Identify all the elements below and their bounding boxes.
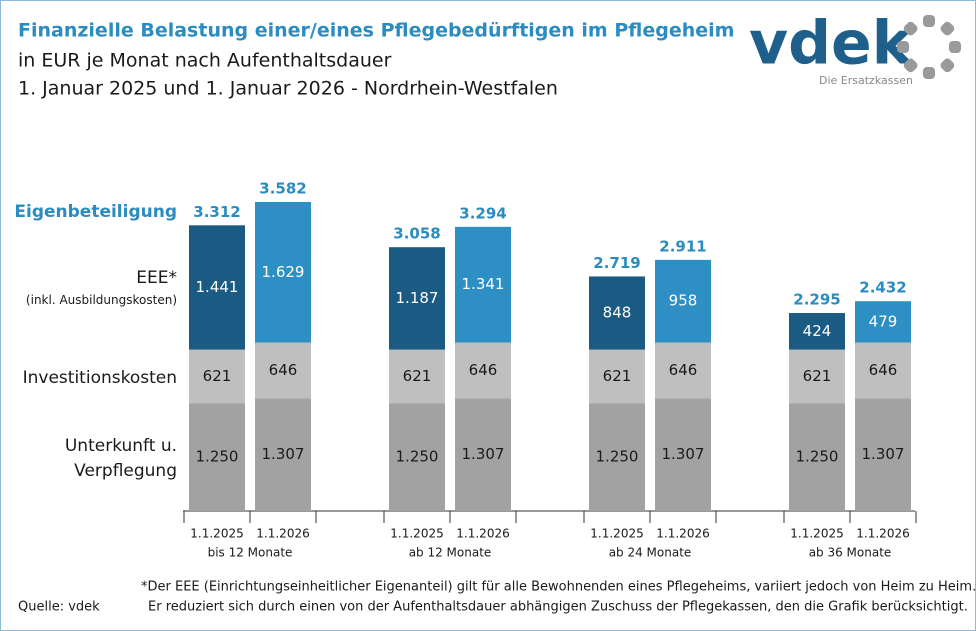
value-label: 1.341: [462, 275, 505, 293]
value-label: 424: [803, 322, 832, 340]
ring-dot: [940, 21, 955, 36]
value-label: 646: [469, 361, 498, 379]
group-label: ab 12 Monate: [409, 546, 492, 560]
total-label: 3.294: [459, 204, 506, 222]
ring-dot: [923, 15, 935, 27]
x-tick-label: 1.1.2026: [856, 527, 909, 541]
value-label: 848: [603, 304, 632, 322]
total-label: 3.058: [393, 225, 440, 243]
bar-segment: [389, 403, 445, 511]
bar-segment: [789, 403, 845, 511]
value-label: 621: [203, 367, 232, 385]
ring-dot: [897, 41, 909, 53]
bar-segment: [855, 301, 911, 343]
value-label: 646: [269, 361, 298, 379]
bar-segment: [655, 259, 711, 343]
bar-segment: [255, 342, 311, 399]
logo-tagline: Die Ersatzkassen: [819, 74, 913, 87]
subtitle: 1. Januar 2025 und 1. Januar 2026 - Nord…: [18, 78, 558, 100]
value-label: 1.307: [862, 445, 905, 463]
bar-segment: [255, 202, 311, 343]
total-label: 2.911: [659, 237, 706, 255]
x-tick-label: 1.1.2026: [256, 527, 309, 541]
title: Finanzielle Belastung einer/eines Pflege…: [18, 20, 734, 42]
value-label: 1.250: [396, 448, 439, 466]
ring-dot: [923, 67, 935, 79]
value-label: 958: [669, 292, 698, 310]
value-label: 1.307: [662, 445, 705, 463]
legend-note: (inkl. Ausbildungskosten): [25, 293, 177, 307]
bar-segment: [389, 349, 445, 404]
bar-segment: [789, 349, 845, 404]
x-tick-label: 1.1.2025: [790, 527, 843, 541]
x-tick-label: 1.1.2025: [190, 527, 243, 541]
bar-segment: [189, 349, 245, 404]
bar-segment: [255, 398, 311, 511]
footnote: *Der EEE (Einrichtungseinheitlicher Eige…: [141, 580, 975, 595]
bar-segment: [589, 349, 645, 404]
legend-label: Investitionskosten: [22, 368, 177, 388]
bar-segment: [855, 342, 911, 399]
value-label: 621: [803, 367, 832, 385]
value-label: 646: [669, 361, 698, 379]
x-tick-label: 1.1.2026: [656, 527, 709, 541]
x-tick-label: 1.1.2026: [456, 527, 509, 541]
value-label: 1.250: [196, 448, 239, 466]
bar-segment: [455, 226, 511, 343]
subtitle: in EUR je Monat nach Aufenthaltsdauer: [18, 50, 392, 72]
bar-segment: [589, 403, 645, 511]
value-label: 646: [869, 361, 898, 379]
legend-label: Unterkunft u. Verpflegung: [64, 436, 177, 481]
bar-segment: [655, 342, 711, 399]
ring-dot: [940, 58, 955, 73]
value-label: 621: [603, 367, 632, 385]
bar-segment: [589, 276, 645, 350]
bar-segment: [455, 398, 511, 511]
totals-label: Eigenbeteiligung: [14, 202, 177, 222]
ring-dot: [949, 41, 961, 53]
legend-label: EEE*: [136, 268, 177, 288]
bar-segment: [855, 398, 911, 511]
bar-segment: [655, 398, 711, 511]
bar-segment: [455, 342, 511, 399]
bar-segment: [389, 247, 445, 350]
value-label: 1.307: [462, 445, 505, 463]
ring-dot: [903, 21, 918, 36]
group-label: ab 24 Monate: [609, 546, 692, 560]
total-label: 3.312: [193, 203, 240, 221]
x-tick-label: 1.1.2025: [390, 527, 443, 541]
value-label: 1.250: [596, 448, 639, 466]
value-label: 1.187: [396, 289, 439, 307]
bar-segment: [789, 313, 845, 350]
total-label: 3.582: [259, 180, 306, 198]
value-label: 621: [403, 367, 432, 385]
source: Quelle: vdek: [18, 600, 100, 615]
value-label: 479: [869, 312, 898, 330]
x-tick-label: 1.1.2025: [590, 527, 643, 541]
value-label: 1.629: [262, 263, 305, 281]
bar-segment: [189, 225, 245, 350]
footnote: Er reduziert sich durch einen von der Au…: [148, 600, 968, 615]
group-label: bis 12 Monate: [208, 546, 293, 560]
value-label: 1.307: [262, 445, 305, 463]
value-label: 1.250: [796, 448, 839, 466]
total-label: 2.295: [793, 291, 840, 309]
logo-ring: [897, 15, 961, 79]
ring-dot: [903, 58, 918, 73]
bar-segment: [189, 403, 245, 511]
total-label: 2.432: [859, 279, 906, 297]
total-label: 2.719: [593, 254, 640, 272]
group-label: ab 36 Monate: [809, 546, 892, 560]
logo: vdek: [749, 9, 914, 79]
value-label: 1.441: [196, 278, 239, 296]
